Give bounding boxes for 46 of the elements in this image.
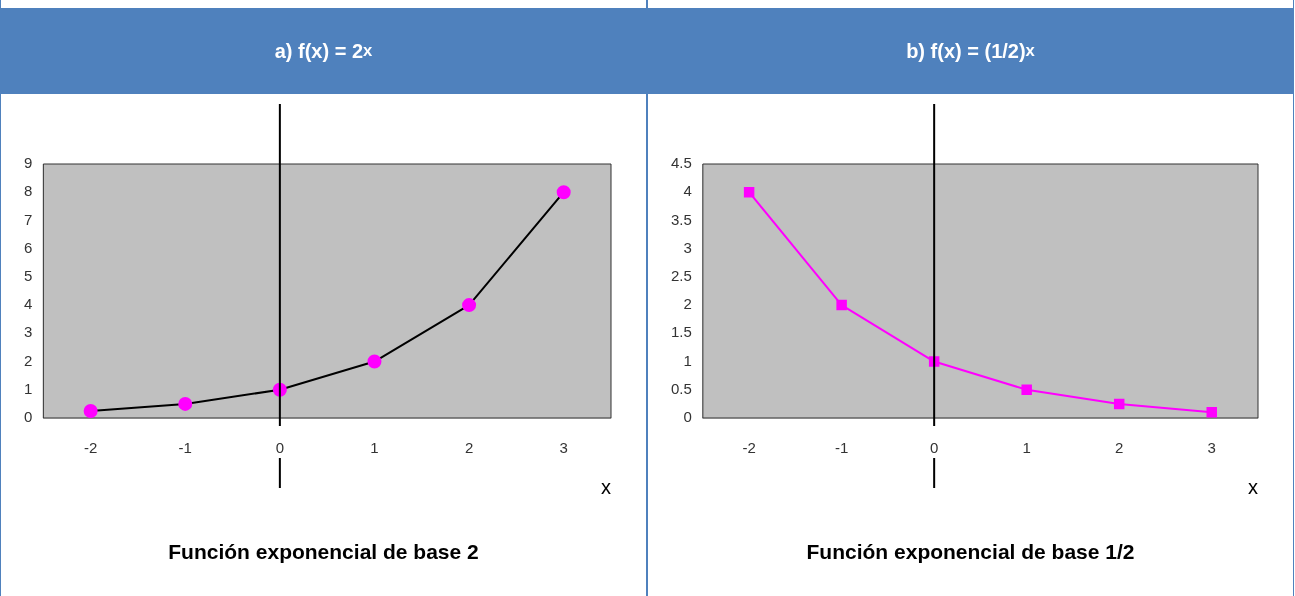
x-tick-label: 1 xyxy=(370,439,379,457)
text: Función exponencial de base 1/2 xyxy=(805,540,1136,564)
x-tick-label: 0 xyxy=(275,439,285,457)
x-tick-label: 2 xyxy=(464,439,474,457)
y-tick-label: 0 xyxy=(24,408,33,426)
y-tick-label: 2 xyxy=(683,295,692,313)
point xyxy=(1206,407,1217,418)
y-tick-label: 0 xyxy=(683,408,692,426)
point xyxy=(743,186,755,198)
x-tick-label: 3 xyxy=(559,439,568,457)
y-tick-label: 3 xyxy=(24,323,33,341)
y-tick-label: 1 xyxy=(24,379,33,397)
x-tick-label: -2 xyxy=(742,439,756,457)
point xyxy=(462,298,477,313)
y-tick-label: 3 xyxy=(683,238,692,256)
x-tick-label: 2 xyxy=(1115,439,1124,457)
y-tick-label: 7 xyxy=(24,210,33,228)
x-axis-title: x xyxy=(601,475,611,498)
y-tick-label: 2 xyxy=(24,351,33,369)
x-axis-title: x xyxy=(1248,475,1258,498)
y-tick-label: 8 xyxy=(24,182,33,200)
x-tick-label: -2 xyxy=(83,439,98,457)
y-tick-label: 5 xyxy=(24,267,33,285)
point xyxy=(556,185,571,200)
point xyxy=(178,396,193,411)
y-tick-label: 4.5 xyxy=(670,154,692,172)
x-tick-label: 3 xyxy=(1207,439,1216,457)
point xyxy=(83,403,98,418)
point xyxy=(1113,398,1125,410)
y-tick-label: 6 xyxy=(24,238,33,256)
x-tick-label: -1 xyxy=(834,439,849,457)
point xyxy=(1021,384,1032,396)
x-tick-label: -1 xyxy=(178,439,192,457)
y-tick-label: 9 xyxy=(24,154,33,172)
x-tick-label: 0 xyxy=(929,439,939,457)
y-tick-label: 2.5 xyxy=(670,267,692,285)
y-tick-label: 4 xyxy=(683,182,692,200)
text: Función exponencial de base 2 xyxy=(167,540,480,564)
y-tick-label: 0.5 xyxy=(670,379,692,397)
y-tick-label: 4 xyxy=(24,295,33,313)
y-tick-label: 1 xyxy=(683,351,692,369)
y-tick-label: 1.5 xyxy=(670,323,692,341)
point xyxy=(836,299,847,311)
x-tick-label: 1 xyxy=(1022,439,1031,457)
y-tick-label: 3.5 xyxy=(670,210,692,228)
point xyxy=(367,354,382,369)
